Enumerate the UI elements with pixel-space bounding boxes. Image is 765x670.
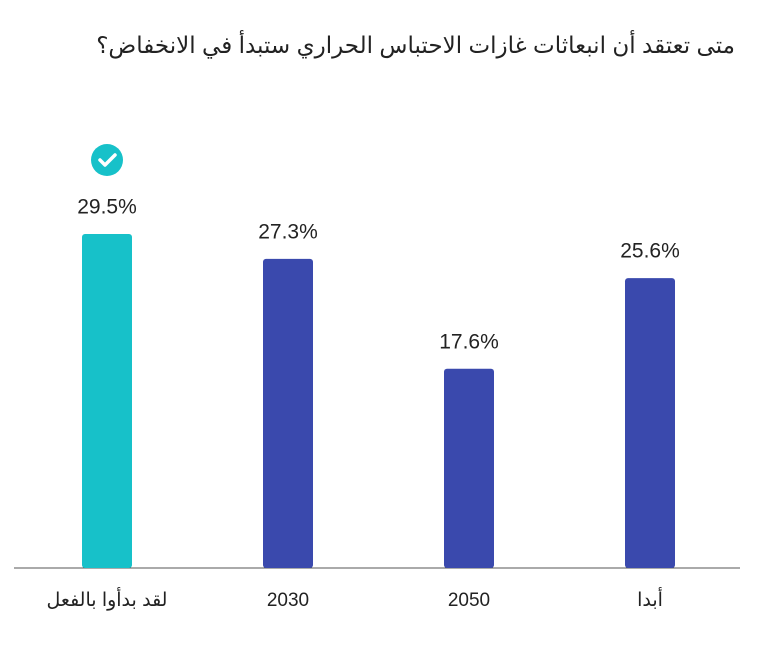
bar: [444, 368, 494, 568]
value-label: 29.5%: [77, 196, 137, 219]
value-label: 27.3%: [258, 220, 318, 243]
category-label: 2050: [448, 590, 490, 611]
bar: [82, 234, 132, 568]
category-label: أبدا: [637, 587, 663, 611]
value-label: 17.6%: [439, 330, 499, 353]
category-label: 2030: [267, 590, 309, 611]
value-label: 25.6%: [620, 240, 680, 263]
bar: [263, 258, 313, 568]
category-label: لقد بدأوا بالفعل: [47, 587, 168, 611]
bar: [625, 278, 675, 568]
check-icon: [91, 144, 123, 176]
chart-title: متى تعتقد أن انبعاثات غازات الاحتباس الح…: [96, 32, 735, 58]
